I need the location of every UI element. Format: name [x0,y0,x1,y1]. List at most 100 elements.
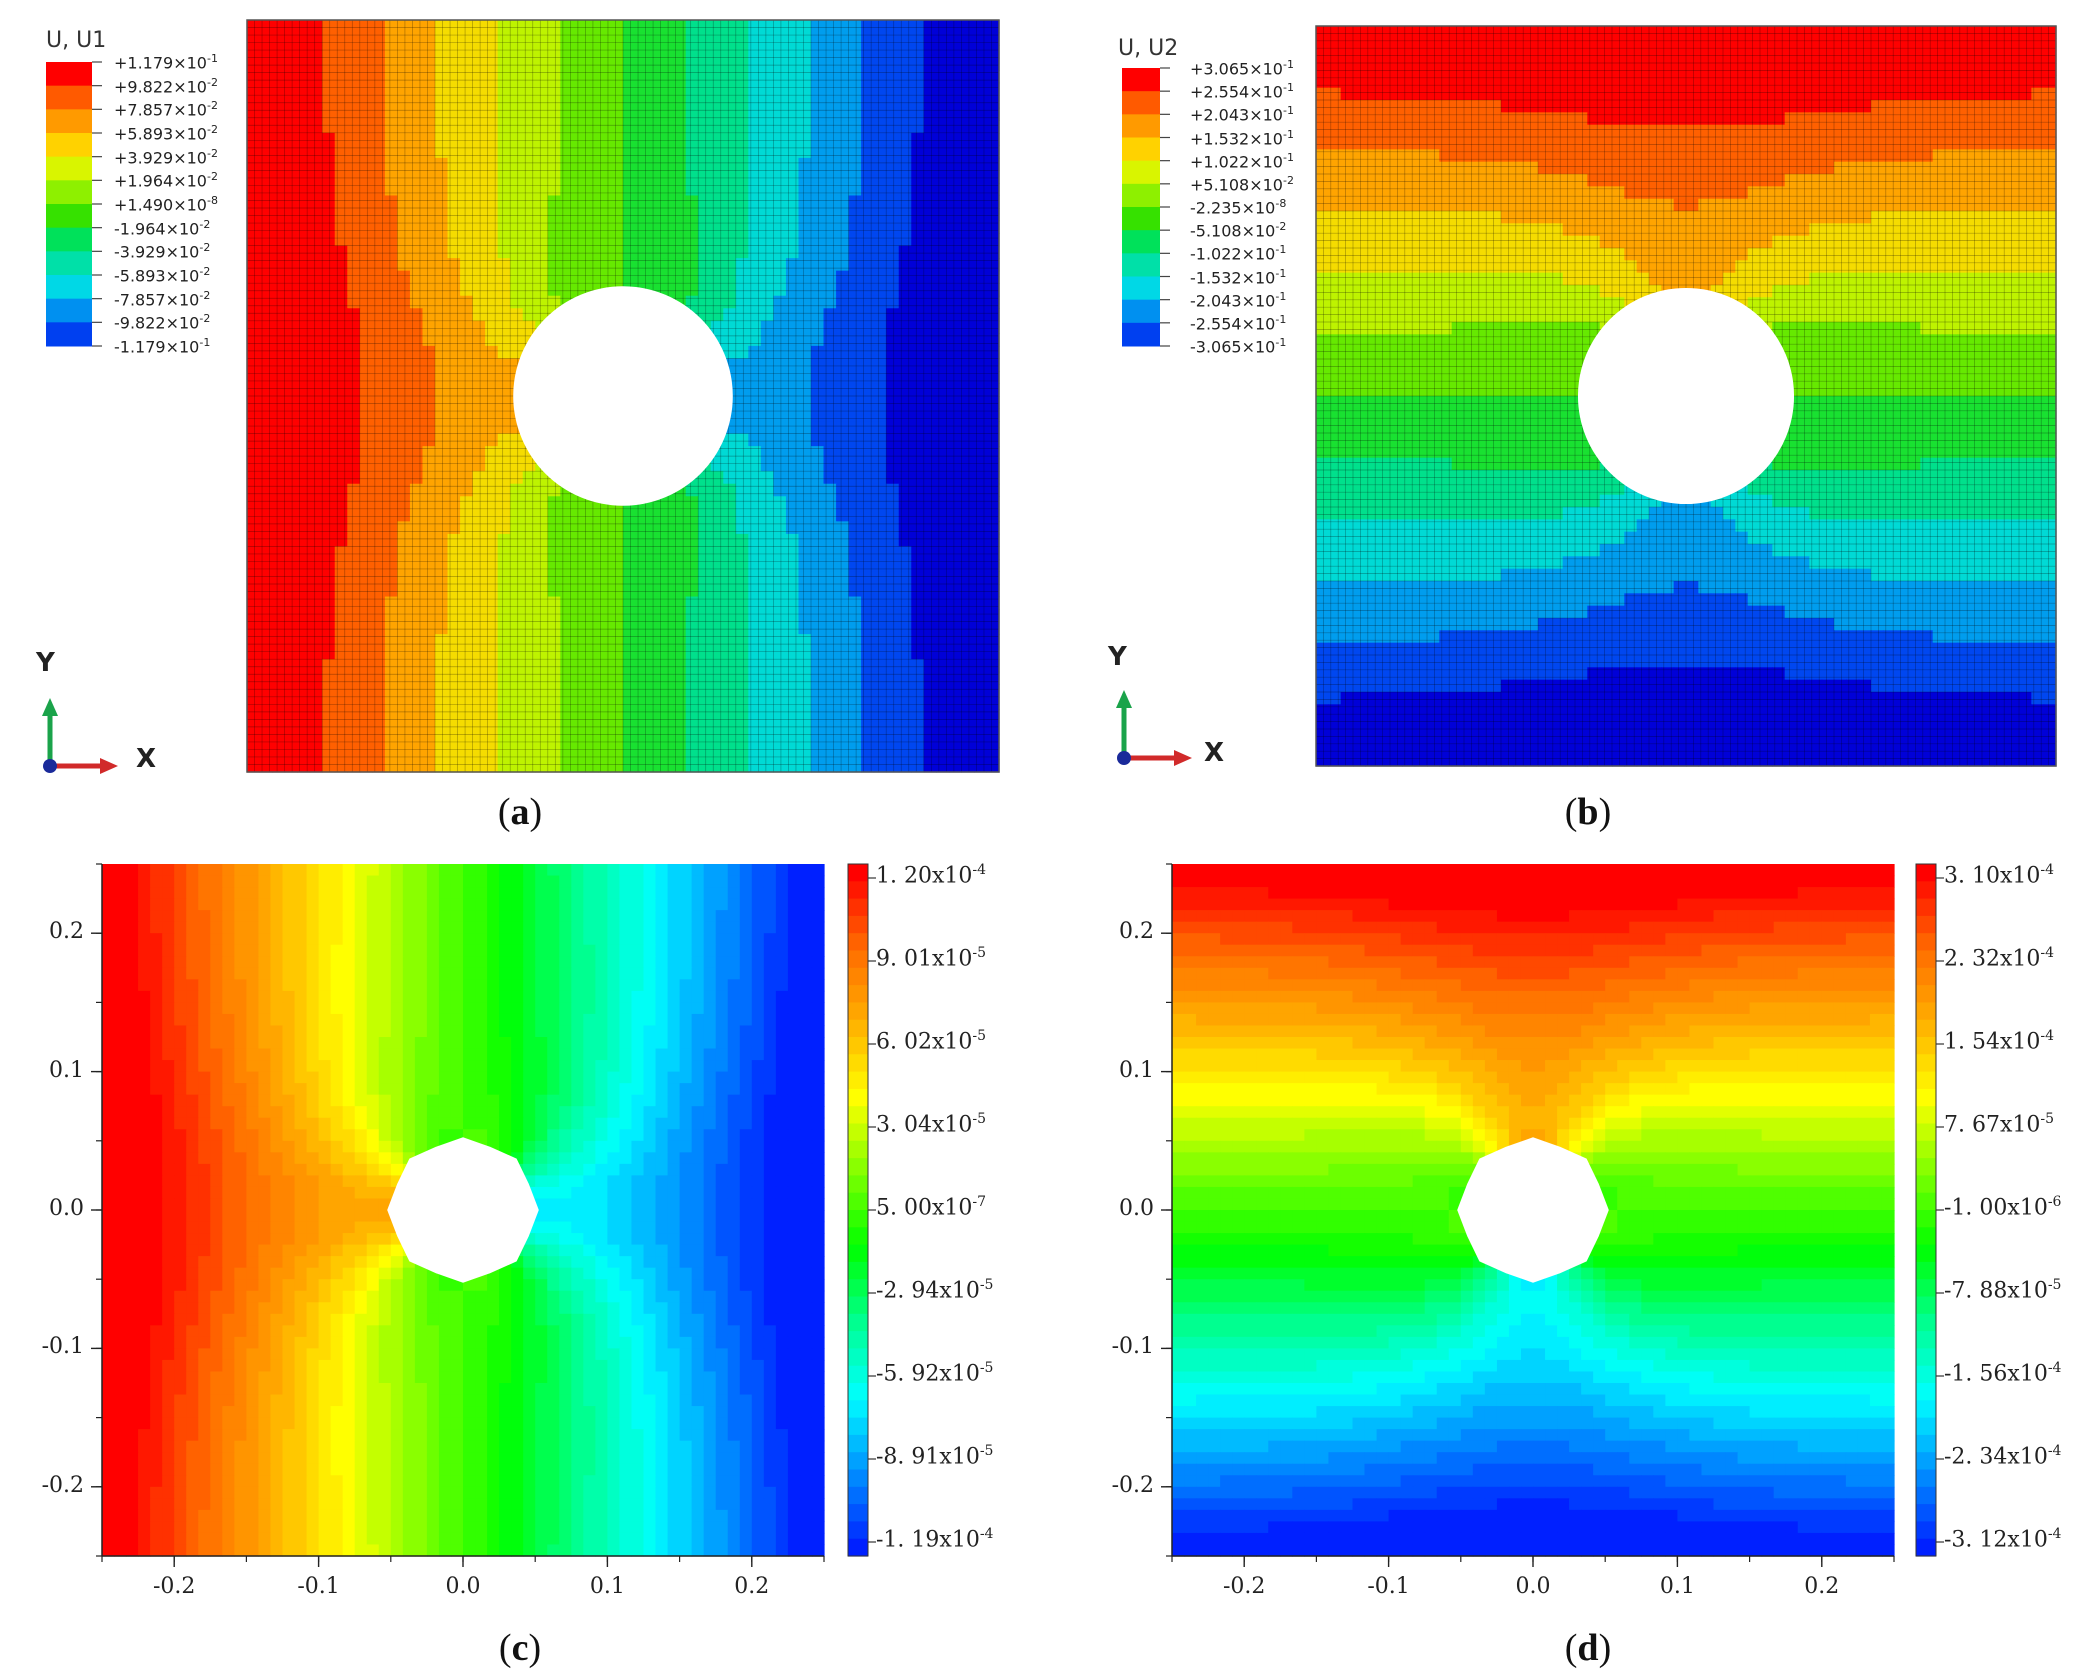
contour-cell [1982,124,1995,138]
contour-cell [397,634,411,648]
contour-cell [660,70,674,84]
contour-cell [1365,211,1379,224]
contour-cell [535,20,549,34]
contour-cell [635,709,649,723]
contour-cell [911,646,925,660]
contour-cell [1673,161,1687,175]
contour-cell [522,508,536,522]
contour-cell [585,245,599,259]
contour-cell [1735,161,1749,175]
contour-cell [1760,149,1773,163]
contour-cell [510,634,524,648]
contour-cell [1390,235,1403,249]
contour-cell [898,508,912,522]
contour-cell [1932,50,1946,64]
contour-cell [836,145,850,159]
contour-cell [597,521,612,535]
contour-cell [886,345,900,359]
contour-cell [1365,100,1379,113]
contour-cell [422,433,436,447]
contour-cell [1587,161,1601,175]
contour-cell [923,709,937,723]
contour-cell [297,220,311,234]
contour-cell [710,157,724,171]
legend-label-exponent: -1 [1275,336,1287,349]
contour-cell [309,345,323,359]
contour-cell [1451,112,1465,126]
contour-cell [409,45,424,59]
contour-cell [1649,112,1662,126]
contour-cell [597,621,612,635]
contour-cell [447,483,461,497]
contour-cell [535,120,549,134]
contour-cell [1402,26,1416,39]
contour-cell [1858,38,1872,52]
contour-cell [535,734,549,748]
contour-cell [948,70,962,84]
contour-cell [1451,161,1465,175]
contour-cell [597,170,612,184]
contour-cell [861,320,875,334]
contour-cell [272,95,286,109]
contour-cell [1871,124,1884,138]
contour-cell [898,446,912,460]
contour-cell [259,107,273,121]
contour-cell [284,32,298,46]
legend-label-mantissa: -2.043×10 [1190,290,1276,310]
contour-cell [297,609,311,623]
contour-cell [1895,149,1909,163]
contour-cell [1328,100,1342,113]
contour-cell [1747,211,1761,224]
contour-cell [460,546,474,560]
contour-cell [748,408,762,422]
contour-cell [811,170,825,184]
contour-cell [572,70,586,84]
contour-cell [760,245,774,259]
contour-cell [497,20,511,34]
contour-cell [648,671,662,685]
contour-cell [322,283,336,297]
contour-cell [1772,26,1786,39]
contour-cell [1710,198,1724,212]
contour-cell [748,659,762,673]
contour-cell [961,32,975,46]
contour-cell [1624,149,1638,163]
contour-cell [259,358,273,372]
contour-cell [1439,137,1453,150]
contour-cell [1488,87,1502,101]
contour-cell [811,208,825,222]
contour-cell [1451,100,1465,113]
contour-cell [472,45,486,59]
contour-cell [2006,223,2020,237]
contour-cell [1858,223,1872,237]
contour-cell [760,308,774,322]
contour-cell [760,471,774,485]
contour-cell [785,70,800,84]
contour-cell [485,145,499,159]
contour-cell [472,270,486,284]
contour-cell [247,734,261,748]
contour-cell [898,370,912,385]
contour-cell [460,283,474,297]
contour-cell [773,671,787,685]
contour-cell [1883,161,1897,175]
contour-cell [923,358,937,372]
contour-cell [347,283,361,297]
contour-cell [560,195,574,209]
legend-label-exponent: -2 [199,217,211,231]
contour-cell [648,558,662,573]
contour-cell [472,396,486,410]
contour-cell [748,471,762,485]
contour-cell [785,746,800,761]
contour-cell [422,295,436,309]
contour-cell [1488,75,1502,89]
contour-cell [1427,161,1440,175]
contour-cell [936,182,950,197]
contour-cell [848,533,862,547]
contour-cell [986,170,1000,184]
contour-cell [334,132,348,146]
contour-cell [1562,112,1576,126]
contour-cell [1624,26,1638,39]
contour-cell [923,396,937,410]
contour-cell [1377,161,1391,175]
